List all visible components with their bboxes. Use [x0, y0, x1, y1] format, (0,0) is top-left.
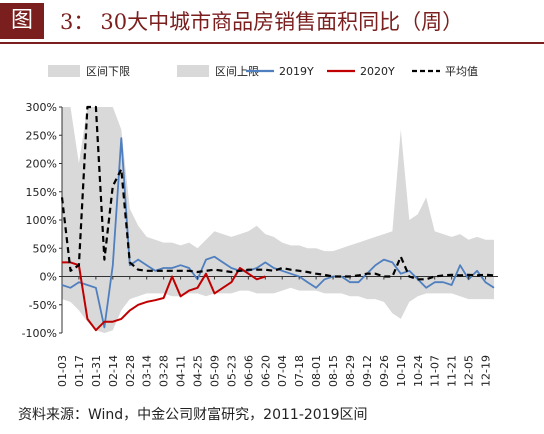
x-tick-label: 06-06: [242, 355, 255, 387]
y-tick-label: 150%: [26, 186, 57, 199]
x-tick-label: 12-05: [463, 355, 476, 387]
y-tick-label: -50%: [29, 299, 57, 312]
figure-tag: 图: [0, 3, 44, 39]
x-tick-label: 04-11: [175, 355, 188, 387]
figure-title: 3： 30大中城市商品房销售面积同比（周）: [60, 5, 463, 39]
y-axis-ticks: 300% 250% 200% 150% 100% 50% 0% -50% -100%: [22, 101, 62, 340]
series-2020-line: [62, 261, 266, 332]
x-tick-label: 08-01: [310, 355, 323, 387]
x-tick-label: 05-09: [208, 355, 221, 387]
y-tick-label: -100%: [22, 327, 57, 340]
figure-header: 图 3： 30大中城市商品房销售面积同比（周）: [0, 0, 544, 44]
x-axis-ticks: 01-03 01-17 01-31 02-14 02-28 03-14 03-28 04-11…: [56, 276, 493, 387]
figure-number: 3：: [60, 10, 95, 34]
x-tick-label: 11-21: [446, 355, 459, 387]
x-tick-label: 12-19: [480, 355, 493, 387]
x-tick-label: 09-26: [378, 355, 391, 387]
x-tick-label: 01-31: [90, 355, 103, 387]
series-average-line: [60, 105, 495, 281]
sales-area-chart: 区间下限 区间上限 2019Y 2020Y 平均值 01-03 01-17 01-31 02-…: [22, 65, 498, 387]
y-tick-label: 50%: [33, 242, 57, 255]
source-note: 资料来源：Wind，中金公司财富研究，2011-2019区间: [18, 407, 368, 423]
x-tick-label: 03-28: [158, 355, 171, 387]
x-tick-label: 03-14: [141, 355, 154, 387]
x-tick-label: 04-25: [192, 355, 205, 387]
legend-label: 2019Y: [279, 65, 314, 78]
legend-label: 平均值: [445, 65, 478, 78]
x-tick-label: 11-07: [429, 355, 442, 387]
y-tick-label: 0%: [40, 271, 57, 284]
y-tick-label: 250%: [26, 129, 57, 142]
y-tick-label: 300%: [26, 101, 57, 114]
legend: 区间下限 区间上限 2019Y 2020Y 平均值: [48, 65, 478, 78]
legend-swatch-lower: [48, 65, 80, 77]
x-tick-label: 01-03: [56, 355, 69, 387]
x-tick-label: 10-24: [412, 355, 425, 387]
figure-title-text: 30大中城市商品房销售面积同比（周）: [100, 10, 464, 34]
legend-label: 2020Y: [360, 65, 395, 78]
x-tick-label: 10-10: [395, 355, 408, 387]
y-tick-label: 100%: [26, 214, 57, 227]
x-tick-label: 07-04: [276, 355, 289, 387]
x-tick-label: 02-14: [107, 355, 120, 387]
title-rule: [0, 42, 544, 44]
series-lines: [60, 105, 495, 332]
legend-swatch-upper: [177, 65, 209, 77]
x-tick-label: 06-20: [259, 355, 272, 387]
x-tick-label: 07-18: [293, 355, 306, 387]
legend-label: 区间上限: [215, 65, 259, 78]
x-tick-label: 05-23: [225, 355, 238, 387]
x-tick-label: 01-17: [73, 355, 86, 387]
y-tick-label: 200%: [26, 158, 57, 171]
legend-label: 区间下限: [86, 65, 130, 78]
x-tick-label: 09-12: [361, 355, 374, 387]
x-tick-label: 08-15: [327, 355, 340, 387]
x-tick-label: 02-28: [124, 355, 137, 387]
x-tick-label: 08-29: [344, 355, 357, 387]
